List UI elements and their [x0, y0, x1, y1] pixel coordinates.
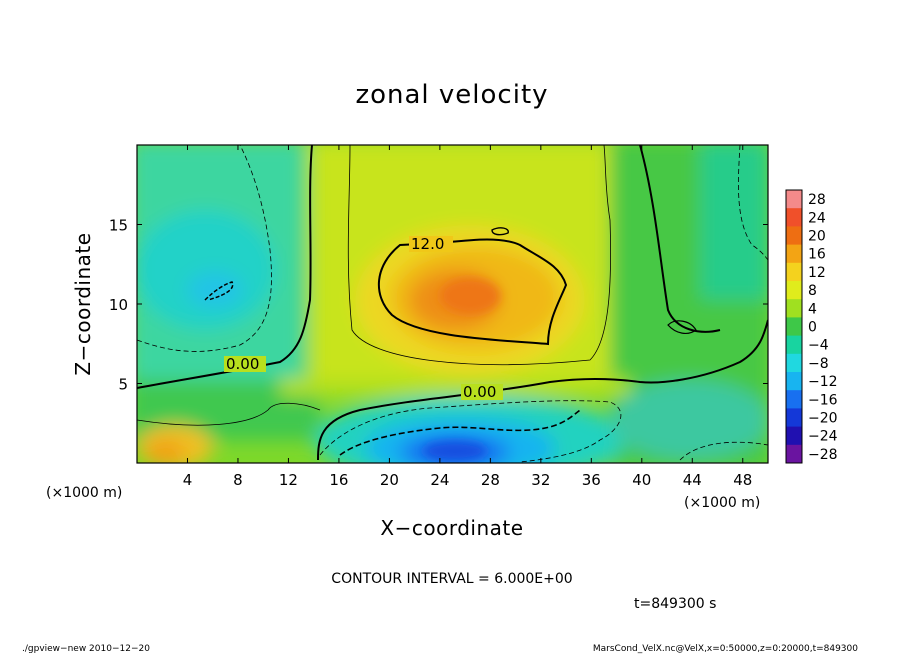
- x-unit-label-left: (×1000 m): [46, 485, 122, 501]
- colorbar-label: 24: [808, 210, 826, 226]
- colorbar-swatch: [786, 408, 802, 428]
- colorbar-label: 12: [808, 265, 826, 281]
- colorbar-label: 4: [808, 301, 817, 317]
- x-tick-label: 48: [733, 471, 752, 489]
- heatmap-field: [137, 145, 768, 463]
- colorbar-label: −4: [808, 338, 829, 354]
- x-axis-label: X−coordinate: [380, 516, 523, 540]
- colorbar-swatch: [786, 390, 802, 409]
- colorbar-swatch: [786, 317, 802, 337]
- colorbar-label: 16: [808, 247, 826, 263]
- footer-left: ./gpview−new 2010−12−20: [22, 644, 150, 654]
- colorbar-swatch: [786, 372, 802, 391]
- colorbar-label: −20: [808, 411, 838, 427]
- colorbar-label: −16: [808, 392, 838, 408]
- colorbar-label: 28: [808, 192, 826, 208]
- colorbar-swatch: [786, 426, 802, 446]
- colorbar-swatch: [786, 244, 802, 264]
- x-tick-label: 40: [632, 471, 651, 489]
- colorbar-swatch: [786, 190, 802, 209]
- y-tick-label: 15: [109, 217, 128, 235]
- x-tick-label: 4: [183, 471, 193, 489]
- x-tick-label: 36: [582, 471, 601, 489]
- y-axis-label: Z−coordinate: [71, 232, 95, 375]
- x-unit-label-right: (×1000 m): [684, 495, 760, 511]
- colorbar-swatch: [786, 353, 802, 373]
- y-tick-label: 10: [109, 296, 128, 314]
- y-tick-label: 5: [118, 376, 128, 394]
- x-tick-label: 24: [430, 471, 449, 489]
- colorbar-swatch: [786, 299, 802, 318]
- x-tick-label: 8: [233, 471, 243, 489]
- x-axis-ticks: 4 8 12 16 20 24 28 32 36 40 44 48: [183, 145, 752, 489]
- x-tick-label: 32: [531, 471, 550, 489]
- colorbar-swatch: [786, 226, 802, 246]
- colorbar-label: −24: [808, 429, 838, 445]
- colorbar: 28 24 20 16 12 8 4 0 −4 −8 −12 −16 −20 −24 −28: [785, 189, 838, 464]
- colorbar-swatch: [786, 208, 802, 227]
- colorbar-label: −28: [808, 447, 838, 463]
- colorbar-frame: [785, 189, 803, 464]
- colorbar-label: −8: [808, 356, 829, 372]
- colorbar-label: 20: [808, 229, 826, 245]
- colorbar-swatch: [786, 335, 802, 355]
- y-axis-ticks: 5 10 15: [109, 217, 768, 394]
- time-label: t=849300 s: [634, 596, 716, 612]
- chart-title: zonal velocity: [355, 80, 548, 110]
- x-tick-label: 16: [329, 471, 348, 489]
- x-tick-label: 28: [481, 471, 500, 489]
- colorbar-label: 0: [808, 320, 817, 336]
- contour-labels: 12.0 0.00 0.00: [224, 235, 503, 401]
- contour-lines: [137, 145, 768, 463]
- footer-right: MarsCond_VelX.nc@VelX,x=0:50000,z=0:2000…: [593, 644, 858, 654]
- contour-label-0-left: 0.00: [226, 355, 259, 373]
- contour-label-12: 12.0: [411, 235, 444, 253]
- x-tick-label: 44: [683, 471, 702, 489]
- colorbar-swatch: [786, 262, 802, 282]
- colorbar-label: 8: [808, 283, 817, 299]
- colorbar-swatch: [786, 281, 802, 300]
- contour-interval-note: CONTOUR INTERVAL = 6.000E+00: [331, 571, 572, 587]
- contour-label-0-center: 0.00: [463, 383, 496, 401]
- x-tick-label: 12: [279, 471, 298, 489]
- colorbar-label: −12: [808, 374, 838, 390]
- colorbar-swatch: [786, 444, 802, 464]
- x-tick-label: 20: [380, 471, 399, 489]
